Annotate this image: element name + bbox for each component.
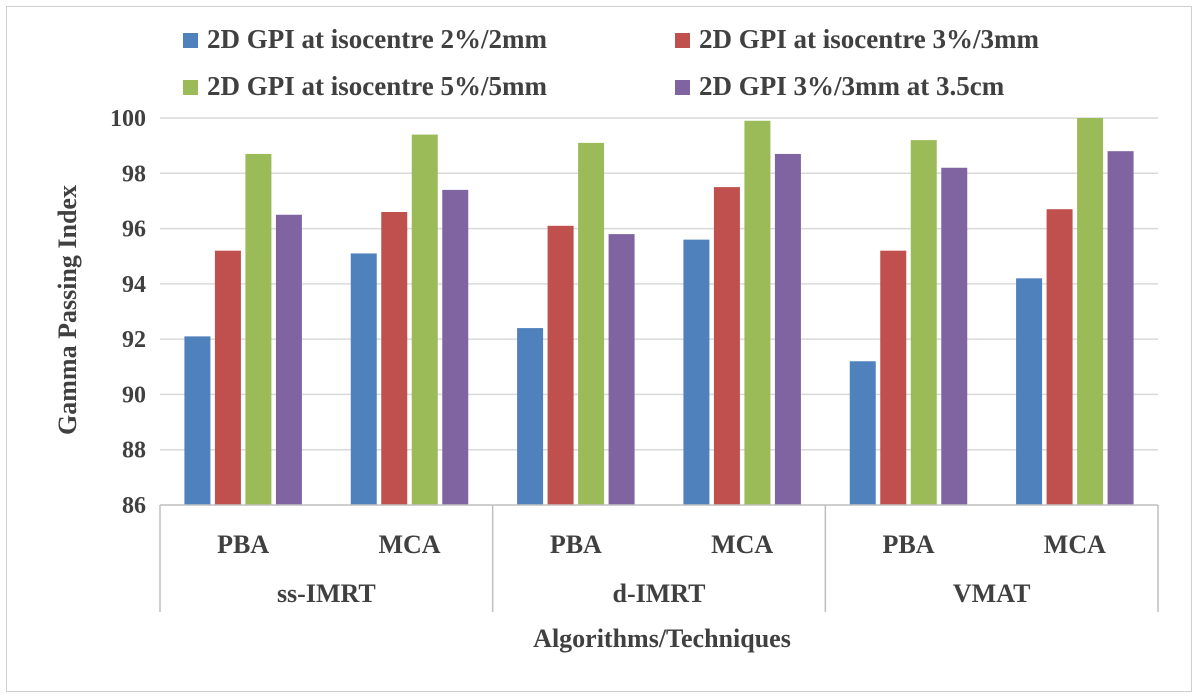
bar [411,134,438,506]
bar [941,167,968,505]
x-group-label: d-IMRT [613,579,706,608]
bar [1046,209,1073,505]
bar [1077,118,1104,505]
x-category-label: MCA [711,530,773,559]
y-tick-label: 92 [122,327,146,353]
y-tick-label: 98 [122,161,146,187]
x-category-label: PBA [883,530,935,559]
bar [275,214,302,505]
legend-label: 2D GPI at isocentre 2%/2mm [207,24,547,54]
legend: 2D GPI at isocentre 2%/2mm 2D GPI at isoc… [183,24,1039,101]
x-category-label: MCA [378,530,440,559]
x-group-label: VMAT [953,579,1031,608]
legend-swatch [675,80,690,95]
bars [184,118,1134,506]
y-tick-label: 88 [122,438,146,464]
bar [744,120,771,505]
bar [350,253,377,505]
bar [245,153,272,505]
bar [381,211,408,505]
bar [578,142,605,505]
bar [184,336,211,505]
legend-swatch [183,80,198,95]
bar [713,187,740,505]
y-tick-label: 94 [122,272,146,298]
x-category-label: PBA [217,530,269,559]
bar [517,328,544,505]
bar [608,234,635,505]
legend-label: 2D GPI 3%/3mm at 3.5cm [699,71,1005,101]
bar [547,225,574,506]
bar [880,250,907,505]
bar [774,153,801,505]
x-group-label: ss-IMRT [277,579,376,608]
bar [214,250,241,505]
y-axis-title: Gamma Passing Index [53,185,82,435]
y-tick-label: 86 [122,493,146,519]
legend-swatch [675,33,690,48]
bar [683,239,710,505]
bar [910,140,937,505]
legend-label: 2D GPI at isocentre 3%/3mm [699,24,1039,54]
y-tick-label: 96 [122,217,146,243]
x-axis-title: Algorithms/Techniques [533,624,791,653]
bar [849,361,876,505]
x-category-label: MCA [1044,530,1106,559]
y-tick-label: 90 [122,382,146,408]
x-category-label: PBA [550,530,602,559]
legend-swatch [183,33,198,48]
bar [442,189,469,505]
bar [1107,151,1134,505]
gridlines [160,117,1158,451]
y-tick-label: 100 [110,106,146,132]
bar [1016,278,1043,505]
legend-label: 2D GPI at isocentre 5%/5mm [207,71,547,101]
